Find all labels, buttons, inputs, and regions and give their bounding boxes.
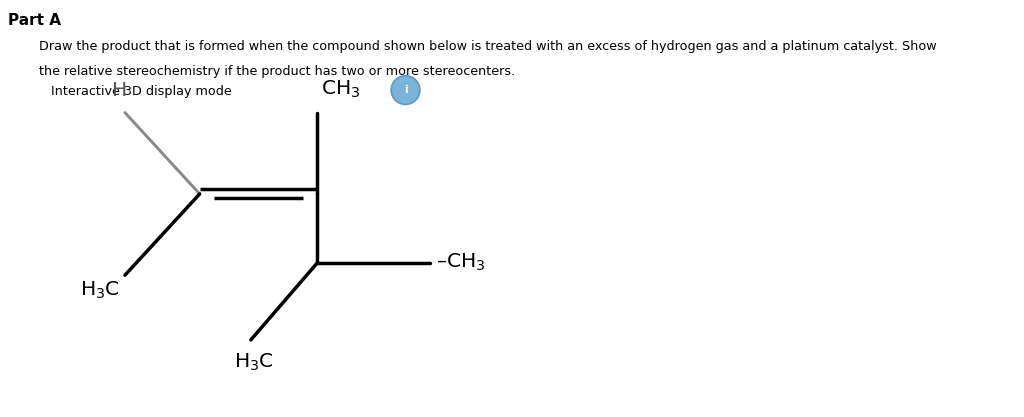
Text: Interactive 3D display mode: Interactive 3D display mode bbox=[51, 85, 232, 98]
Text: CH$_3$: CH$_3$ bbox=[321, 79, 359, 100]
Text: the relative stereochemistry if the product has two or more stereocenters.: the relative stereochemistry if the prod… bbox=[39, 65, 515, 78]
Text: H$_3$C: H$_3$C bbox=[234, 352, 273, 373]
Text: H: H bbox=[113, 81, 127, 100]
Text: H$_3$C: H$_3$C bbox=[80, 279, 120, 301]
Text: Draw the product that is formed when the compound shown below is treated with an: Draw the product that is formed when the… bbox=[39, 40, 937, 53]
Text: i: i bbox=[403, 85, 408, 95]
Text: –CH$_3$: –CH$_3$ bbox=[436, 252, 485, 274]
Text: Part A: Part A bbox=[8, 13, 61, 28]
Ellipse shape bbox=[391, 76, 420, 104]
